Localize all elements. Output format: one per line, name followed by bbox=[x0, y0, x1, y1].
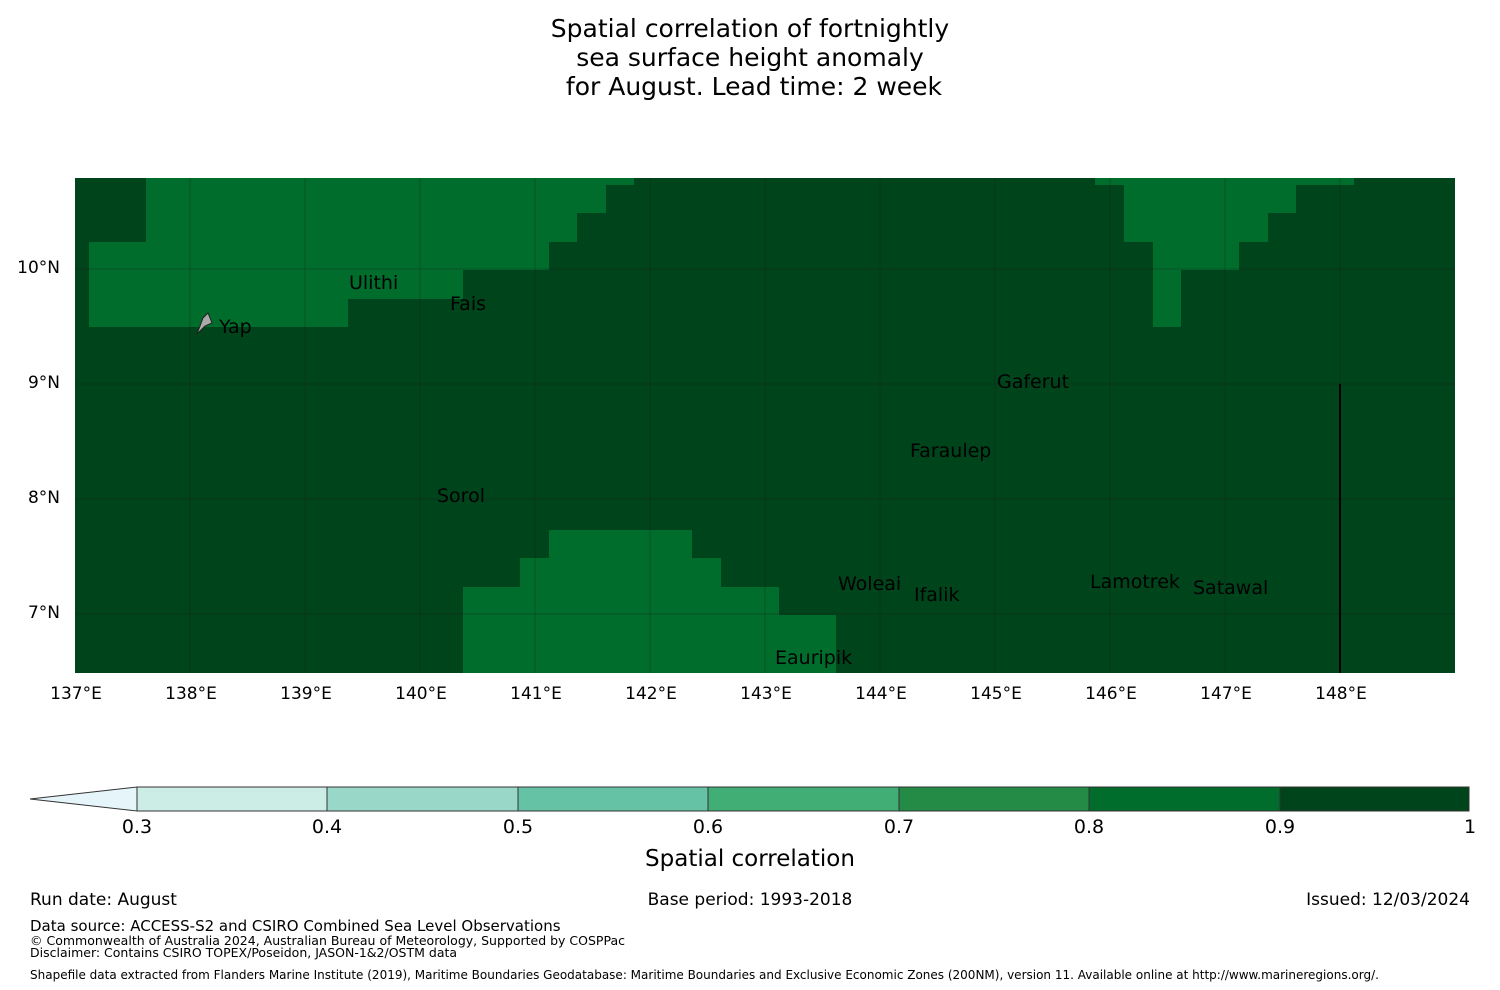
colorbar-tick-0-5: 0.5 bbox=[502, 816, 534, 838]
region-northeast bbox=[1095, 178, 1354, 327]
yap-island-shape bbox=[196, 312, 213, 335]
place-label-sorol: Sorol bbox=[437, 485, 485, 507]
title-line-2: sea surface height anomaly bbox=[576, 43, 924, 72]
lon-label-145e: 145°E bbox=[970, 684, 1022, 704]
correlation-map bbox=[75, 178, 1455, 673]
region-south bbox=[463, 530, 836, 673]
place-label-ulithi: Ulithi bbox=[349, 272, 399, 294]
colorbar-label: Spatial correlation bbox=[645, 846, 855, 872]
region-northwest bbox=[89, 178, 634, 327]
lon-label-143e: 143°E bbox=[740, 684, 792, 704]
colorbar-svg bbox=[29, 786, 1470, 812]
copyright: © Commonwealth of Australia 2024, Austra… bbox=[30, 933, 625, 948]
title-line-1: Spatial correlation of fortnightly bbox=[550, 14, 950, 43]
place-label-fais: Fais bbox=[450, 293, 487, 315]
colorbar-tick-0-8: 0.8 bbox=[1073, 816, 1105, 838]
data-source: Data source: ACCESS-S2 and CSIRO Combine… bbox=[30, 917, 561, 935]
shapefile-credit: Shapefile data extracted from Flanders M… bbox=[30, 968, 1379, 982]
colorbar-bin-0-7 bbox=[899, 787, 1089, 811]
colorbar-bin-0-4 bbox=[327, 787, 518, 811]
graticule bbox=[75, 178, 1455, 673]
lon-label-140e: 140°E bbox=[395, 684, 447, 704]
lon-label-141e: 141°E bbox=[510, 684, 562, 704]
place-label-eauripik: Eauripik bbox=[775, 647, 853, 669]
lat-label-7n: 7°N bbox=[27, 603, 60, 623]
lon-label-148e: 148°E bbox=[1315, 684, 1367, 704]
run-date: Run date: August bbox=[30, 890, 177, 910]
colorbar-tick-1: 1 bbox=[1463, 816, 1477, 838]
colorbar-tick-0-4: 0.4 bbox=[311, 816, 343, 838]
colorbar-tick-0-6: 0.6 bbox=[692, 816, 724, 838]
colorbar-bin-0-5 bbox=[518, 787, 708, 811]
base-period: Base period: 1993-2018 bbox=[647, 890, 853, 910]
issued-date: Issued: 12/03/2024 bbox=[1306, 890, 1470, 910]
place-label-satawal: Satawal bbox=[1193, 577, 1269, 599]
colorbar-extend-arrow bbox=[29, 786, 138, 812]
title-line-3: for August. Lead time: 2 week bbox=[557, 72, 943, 101]
colorbar-tick-0-7: 0.7 bbox=[883, 816, 915, 838]
colorbar bbox=[29, 786, 1470, 812]
place-label-lamotrek: Lamotrek bbox=[1090, 571, 1180, 593]
lat-label-10n: 10°N bbox=[17, 258, 60, 278]
lon-label-146e: 146°E bbox=[1085, 684, 1137, 704]
lat-label-9n: 9°N bbox=[27, 373, 60, 393]
lon-label-137e: 137°E bbox=[50, 684, 102, 704]
colorbar-bin-0-8 bbox=[1089, 787, 1280, 811]
lon-label-138e: 138°E bbox=[165, 684, 217, 704]
place-label-gaferut: Gaferut bbox=[997, 371, 1070, 393]
place-label-ifalik: Ifalik bbox=[914, 584, 960, 606]
lon-label-147e: 147°E bbox=[1200, 684, 1252, 704]
lat-label-8n: 8°N bbox=[27, 488, 60, 508]
colorbar-bin-0-9 bbox=[1280, 787, 1469, 811]
lon-label-142e: 142°E bbox=[625, 684, 677, 704]
colorbar-tick-0-9: 0.9 bbox=[1264, 816, 1296, 838]
place-label-yap: Yap bbox=[219, 316, 252, 338]
correlation-map-svg bbox=[75, 178, 1455, 673]
colorbar-bin-0-3 bbox=[137, 787, 327, 811]
lon-label-139e: 139°E bbox=[280, 684, 332, 704]
colorbar-bin-0-6 bbox=[708, 787, 899, 811]
map-title: Spatial correlation of fortnightly sea s… bbox=[0, 14, 1500, 101]
lon-label-144e: 144°E bbox=[855, 684, 907, 704]
disclaimer: Disclaimer: Contains CSIRO TOPEX/Poseido… bbox=[30, 945, 458, 960]
place-label-woleai: Woleai bbox=[838, 573, 902, 595]
place-label-faraulep: Faraulep bbox=[910, 440, 992, 462]
colorbar-tick-0-3: 0.3 bbox=[121, 816, 153, 838]
